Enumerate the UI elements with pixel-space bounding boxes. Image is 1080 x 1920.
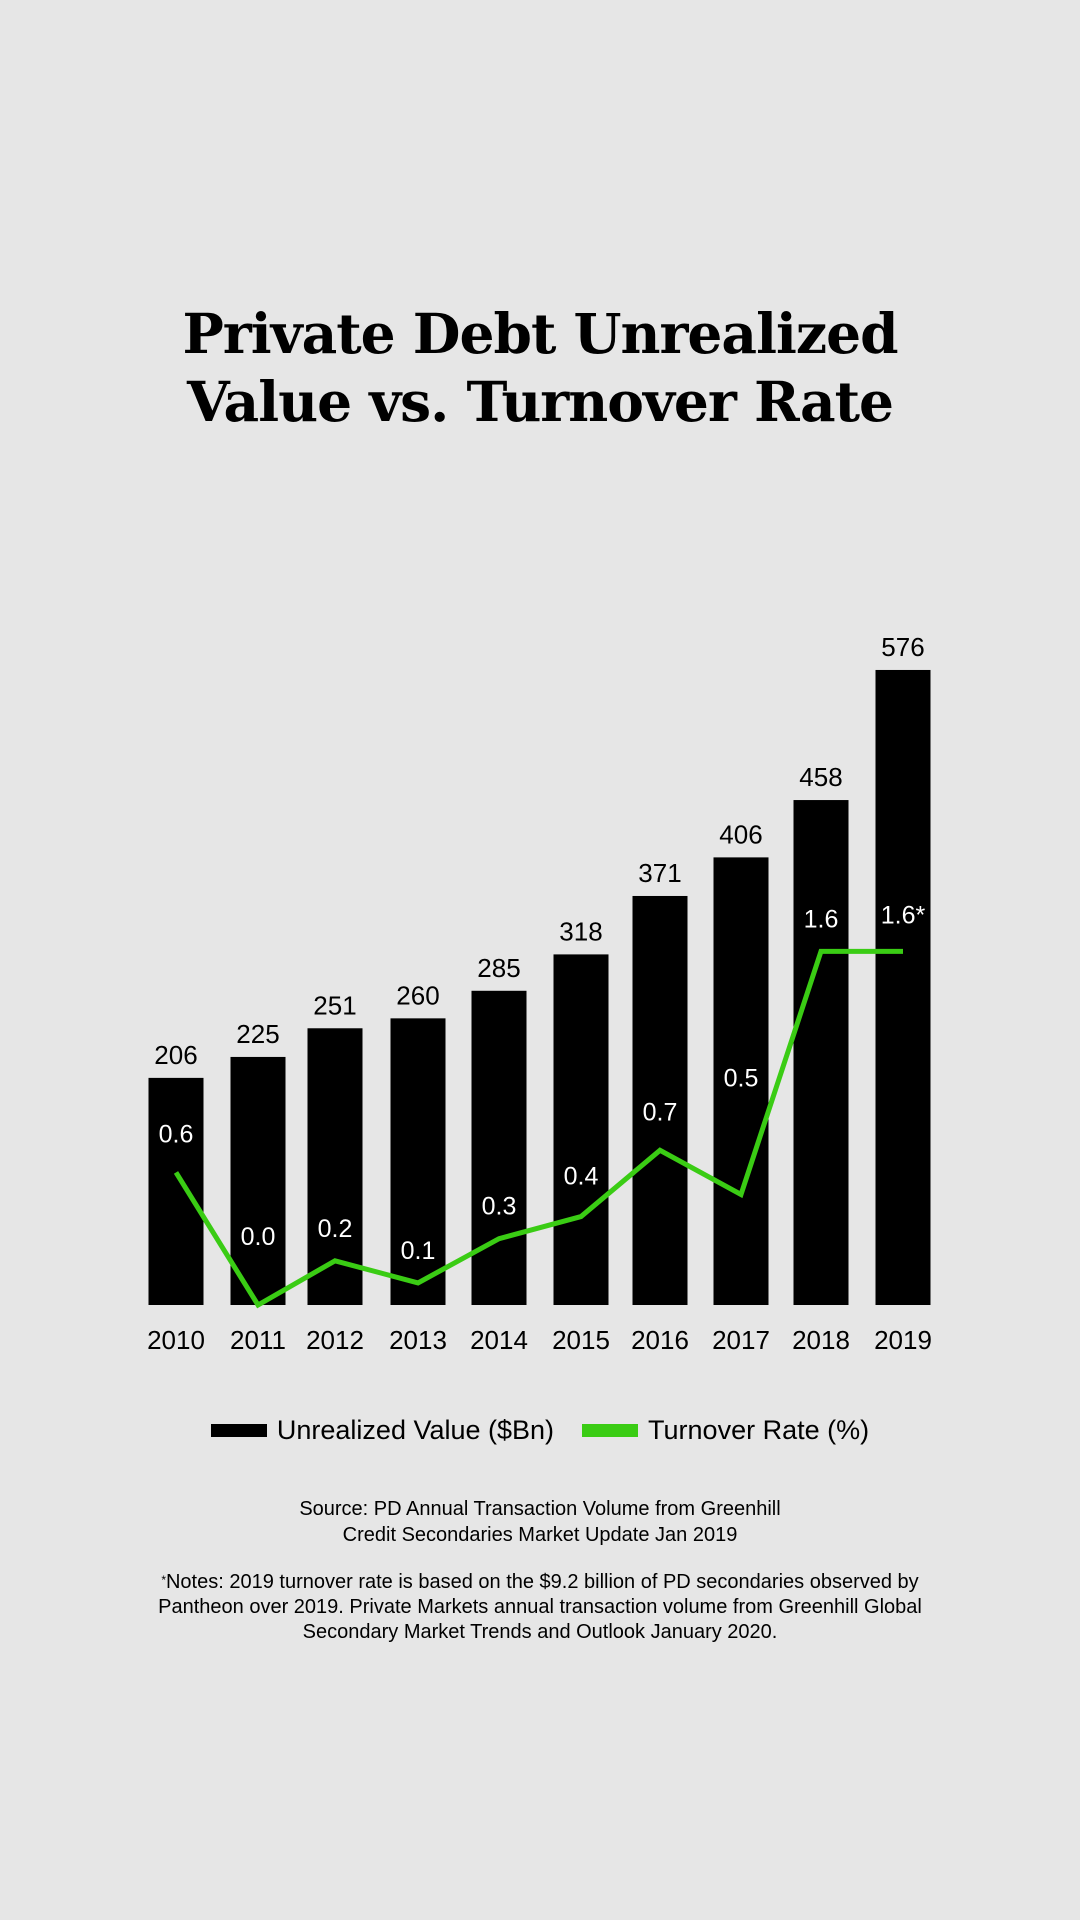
footnote-line-1: *Notes: 2019 turnover rate is based on t… bbox=[0, 1570, 1080, 1595]
legend-swatch-line bbox=[582, 1424, 639, 1437]
x-tick-2012: 2012 bbox=[306, 1325, 364, 1355]
bar-label-2012: 251 bbox=[313, 990, 356, 1020]
footnote-marker: * bbox=[161, 1573, 166, 1587]
line-label-2014: 0.3 bbox=[482, 1193, 517, 1221]
legend-label-unrealized-value: Unrealized Value ($Bn) bbox=[276, 1415, 555, 1445]
line-label-2011: 0.0 bbox=[241, 1223, 276, 1251]
source-note: Source: PD Annual Transaction Volume fro… bbox=[0, 1496, 1080, 1548]
source-line-1: Source: PD Annual Transaction Volume fro… bbox=[299, 1498, 781, 1520]
chart-title-line-2: Value vs. Turnover Rate bbox=[186, 369, 894, 434]
x-tick-2015: 2015 bbox=[552, 1325, 610, 1355]
legend-item-turnover-rate: Turnover Rate (%) bbox=[582, 1415, 869, 1446]
line-label-2016: 0.7 bbox=[643, 1098, 678, 1126]
x-tick-2019: 2019 bbox=[874, 1325, 932, 1355]
bar-label-2010: 206 bbox=[154, 1040, 197, 1070]
bar-2015 bbox=[553, 954, 609, 1305]
footnote: *Notes: 2019 turnover rate is based on t… bbox=[0, 1570, 1080, 1645]
bar-label-2016: 371 bbox=[638, 858, 681, 888]
bar-label-2014: 285 bbox=[477, 953, 520, 983]
x-tick-2016: 2016 bbox=[631, 1325, 689, 1355]
x-tick-2018: 2018 bbox=[792, 1325, 850, 1355]
x-tick-2013: 2013 bbox=[389, 1325, 447, 1355]
turnover-line bbox=[173, 948, 903, 1309]
line-value-labels: 0.6 0.0 0.2 0.1 0.3 0.4 0.7 0.5 1.6 1.6* bbox=[159, 901, 926, 1265]
line-label-2018: 1.6 bbox=[804, 905, 839, 933]
footnote-line-3: Secondary Market Trends and Outlook Janu… bbox=[302, 1621, 778, 1643]
x-tick-2010: 2010 bbox=[147, 1325, 205, 1355]
line-label-2013: 0.1 bbox=[401, 1237, 436, 1265]
legend-item-unrealized-value: Unrealized Value ($Bn) bbox=[210, 1415, 555, 1446]
bar-2016 bbox=[632, 895, 688, 1305]
bar-value-labels: 206 225 251 260 285 318 371 406 458 576 bbox=[154, 632, 924, 1070]
bar-label-2017: 406 bbox=[719, 819, 762, 849]
line-label-2019: 1.6* bbox=[881, 901, 926, 929]
bar-2013 bbox=[390, 1018, 446, 1305]
bar-2019 bbox=[875, 669, 931, 1305]
bar-2018 bbox=[793, 800, 849, 1305]
bar-2014 bbox=[471, 990, 527, 1305]
line-label-2012: 0.2 bbox=[318, 1215, 353, 1243]
legend: Unrealized Value ($Bn) Turnover Rate (%) bbox=[0, 1415, 1080, 1446]
bar-2010 bbox=[148, 1077, 204, 1305]
x-tick-2017: 2017 bbox=[712, 1325, 770, 1355]
legend-swatch-bar bbox=[210, 1424, 267, 1437]
bar-label-2015: 318 bbox=[559, 916, 602, 946]
bar-label-2018: 458 bbox=[799, 762, 842, 792]
bar-2017 bbox=[713, 857, 769, 1305]
chart-title-line-1: Private Debt Unrealized bbox=[182, 301, 898, 366]
footnote-line-1-text: Notes: 2019 turnover rate is based on th… bbox=[165, 1571, 919, 1593]
x-tick-2011: 2011 bbox=[230, 1325, 286, 1355]
x-axis-tick-labels: 2010 2011 2012 2013 2014 2015 2016 2017 2018 2019 bbox=[147, 1325, 932, 1355]
line-label-2015: 0.4 bbox=[564, 1163, 599, 1191]
source-line-2: Credit Secondaries Market Update Jan 201… bbox=[342, 1524, 738, 1546]
bar-label-2019: 576 bbox=[881, 632, 924, 662]
line-label-2010: 0.6 bbox=[159, 1120, 194, 1148]
line-label-2017: 0.5 bbox=[724, 1065, 759, 1093]
bar-label-2011: 225 bbox=[236, 1019, 279, 1049]
x-tick-2014: 2014 bbox=[470, 1325, 528, 1355]
chart-title: Private Debt Unrealized Value vs. Turnov… bbox=[0, 300, 1080, 436]
bar-label-2013: 260 bbox=[396, 980, 439, 1010]
legend-label-turnover-rate: Turnover Rate (%) bbox=[648, 1415, 870, 1445]
footnote-line-2: Pantheon over 2019. Private Markets annu… bbox=[158, 1596, 922, 1618]
bar-2011 bbox=[230, 1056, 286, 1305]
